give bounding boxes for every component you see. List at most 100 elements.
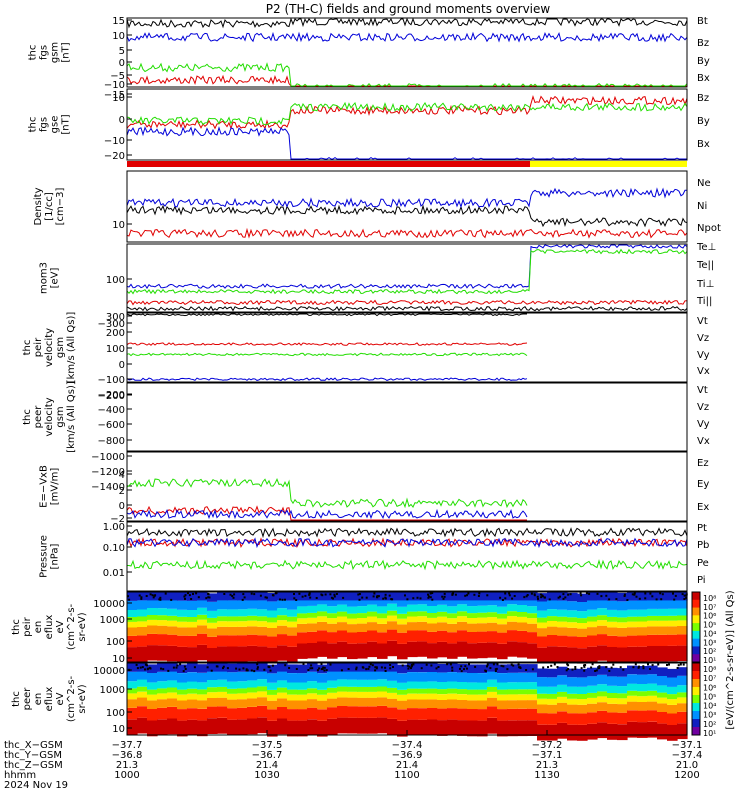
y-label-line: eflux <box>44 615 55 640</box>
x-row-label: thc_X−GSM <box>4 740 63 751</box>
spectrogram-cell <box>477 673 488 683</box>
spectrogram-cell <box>587 635 598 647</box>
y-label-line: gsm <box>55 406 66 427</box>
y-label-line: eV <box>55 692 66 705</box>
spectrogram-noise <box>375 667 378 670</box>
spectrogram-cell <box>237 621 248 627</box>
spectrogram-cell <box>427 596 438 606</box>
spectrogram-cell <box>157 707 168 720</box>
spectrogram-cell <box>267 664 278 674</box>
spectrogram-cell <box>307 707 318 720</box>
spectrogram-cell <box>657 667 668 676</box>
chart-title: P2 (TH-C) fields and ground moments over… <box>266 2 551 16</box>
spectrogram-cell <box>607 667 618 677</box>
spectrogram-cell <box>347 624 358 633</box>
spectrogram-noise <box>651 595 654 598</box>
spectrogram-noise <box>649 668 651 670</box>
spectrogram-cell <box>387 698 398 708</box>
spectrogram-cell <box>617 693 628 699</box>
spectrogram-cell <box>617 668 628 677</box>
spectrogram-cell <box>657 620 668 627</box>
spectrogram-cell <box>477 709 488 721</box>
y-label-line: [mV/m] <box>50 468 61 506</box>
spectrogram-noise <box>466 667 468 670</box>
y-tick-label: −300 <box>98 319 125 330</box>
spectrogram-peir_spec <box>127 592 688 664</box>
spectrogram-noise <box>175 666 178 669</box>
spectrogram-cell <box>187 621 198 628</box>
spectrogram-noise <box>207 596 210 599</box>
spectrogram-cell <box>417 693 428 700</box>
spectrogram-noise <box>365 668 368 671</box>
panel-density: Ne Ni Npot 10 Density [1/cc] [cm−3] <box>33 170 721 243</box>
spectrogram-cell <box>527 632 538 644</box>
spectrogram-noise <box>494 670 497 673</box>
spectrogram-noise <box>390 598 393 601</box>
spectrogram-cell <box>157 625 168 635</box>
spectrogram-cell <box>247 707 258 719</box>
spectrogram-cell <box>657 712 668 724</box>
spectrogram-cell <box>497 624 508 633</box>
spectrogram-cell <box>357 686 368 692</box>
spectrogram-cell <box>257 697 268 706</box>
y-label-line: velocity <box>44 397 55 436</box>
spectrogram-noise <box>451 666 454 669</box>
spectrogram-cell <box>367 706 378 718</box>
spectrogram-cell <box>267 622 278 628</box>
spectrogram-cell <box>457 681 468 690</box>
spectrogram-noise <box>256 666 259 669</box>
panel-frame <box>126 17 688 88</box>
spectrogram-cell <box>557 627 568 636</box>
spectrogram-noise <box>676 667 679 669</box>
spectrogram-cell <box>677 697 688 704</box>
spectrogram-noise <box>374 669 377 672</box>
spectrogram-cell <box>637 600 648 610</box>
spectrogram-cell <box>537 628 548 637</box>
spectrogram-cell <box>347 613 358 619</box>
spectrogram-cell <box>417 611 428 617</box>
x-tick-label: 21.3 <box>116 760 138 771</box>
spectrogram-cell <box>377 643 388 659</box>
spectrogram-cell <box>397 597 408 607</box>
spectrogram-noise <box>376 596 378 598</box>
spectrogram-cell <box>517 720 528 737</box>
spectrogram-noise <box>430 664 433 667</box>
spectrogram-cell <box>547 686 558 694</box>
spectrogram-noise <box>536 595 539 598</box>
spectrogram-cell <box>187 708 198 720</box>
spectrogram-cell <box>327 687 338 693</box>
colorbar-segment <box>692 663 700 672</box>
spectrogram-cell <box>187 647 198 663</box>
spectrogram-noise <box>649 592 652 595</box>
spectrogram-noise <box>571 668 574 671</box>
series-line-Vt <box>126 313 527 317</box>
spectrogram-cell <box>287 616 298 622</box>
spectrogram-noise <box>371 664 374 667</box>
spectrogram-cell <box>597 599 608 609</box>
x-tick-label: 1100 <box>394 770 419 781</box>
spectrogram-cell <box>337 641 348 658</box>
spectrogram-cell <box>637 702 648 711</box>
spectrogram-cell <box>457 663 468 673</box>
spectrogram-cell <box>347 618 358 625</box>
spectrogram-cell <box>587 685 598 693</box>
spectrogram-cell <box>267 593 278 602</box>
colorbar-tick-label: 10⁶ <box>703 683 716 692</box>
colorbar-segment <box>692 671 700 680</box>
spectrogram-cell <box>347 679 358 687</box>
spectrogram-cell <box>437 604 448 612</box>
panel-frame <box>126 170 688 243</box>
spectrogram-cell <box>417 616 428 622</box>
spectrogram-cell <box>287 700 298 709</box>
spectrogram-cell <box>487 612 498 618</box>
spectrogram-cell <box>337 611 348 617</box>
spectrogram-noise <box>210 669 213 672</box>
spectrogram-cell <box>207 663 218 672</box>
spectrogram-cell <box>607 693 618 698</box>
spectrogram-noise <box>253 593 256 596</box>
spectrogram-cell <box>277 592 288 601</box>
panel-pressure: Pt Pb Pe Pi 1.00 0.10 0.01 Pressure [nPa] <box>39 521 709 592</box>
spectrogram-cell <box>327 671 338 681</box>
spectrogram-noise <box>176 664 179 667</box>
spectrogram-noise <box>504 597 507 600</box>
